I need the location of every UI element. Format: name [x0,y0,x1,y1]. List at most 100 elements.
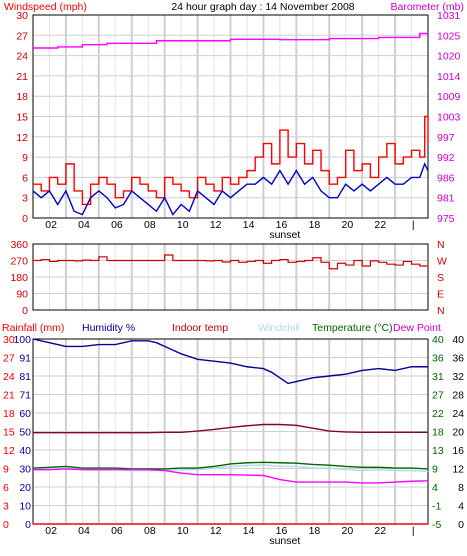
y-right-tick-label: 992 [437,152,455,164]
y-left-tick-label: 24 [16,51,28,63]
temp-tick-label-left: 31 [432,371,444,383]
y-left-tick-label: 6 [22,172,28,184]
y-right-tick-label: 975 [437,213,455,225]
x-tick-label: 04 [78,525,90,537]
temp-tick-label-left: 13 [432,445,444,457]
y-left-tick-label: 0 [22,213,28,225]
x-tick-label: 08 [144,219,156,231]
rain-tick-label: 3 [3,501,9,513]
temp-tick-label-left: 4 [432,482,438,494]
temp-tick-label-right: 16 [452,445,464,457]
x-tick-label: 22 [374,525,386,537]
temp-tick-label-right: 28 [452,390,464,402]
rain-tick-label: 18 [3,408,15,420]
barometer-line [33,32,428,49]
y-left-tick-label: 15 [16,112,28,124]
x-tick-label: | [412,525,415,537]
y-right-tick-label: N [437,239,445,251]
temp-tick-label-left: -5 [432,519,441,531]
humidity-tick-label: 81 [19,371,31,383]
wind-gust-line [32,162,429,216]
x-tick-label: 06 [111,219,123,231]
humidity-tick-label: 71 [19,390,31,402]
temp-tick-label-left: 18 [432,427,444,439]
y-left-tick-label: 27 [16,30,28,42]
humidity-tick-label: 20 [19,482,31,494]
y-right-tick-label: 997 [437,132,455,144]
y-right-tick-label: 1003 [437,112,461,124]
chart-title: 24 hour graph day : 14 November 2008 [171,1,354,13]
y-left-tick-label: 30 [16,10,28,22]
rain-tick-label: 6 [3,482,9,494]
y-left-tick-label: 270 [10,256,28,268]
y-left-tick-label: 3 [22,193,28,205]
y-left-tick-label: 0 [22,305,28,317]
legend-label: Temperature (°C) [312,322,393,334]
y-right-tick-label: 986 [437,172,455,184]
humidity-tick-label: 10 [19,501,31,513]
humidity-tick-label: 30 [19,464,31,476]
y-left-tick-label: 360 [10,239,28,251]
legend-label: Humidity % [82,322,135,334]
humidity-line [32,338,428,385]
x-tick-label: 16 [276,219,288,231]
y-left-tick-label: 18 [16,91,28,103]
x-tick-label: 20 [342,525,354,537]
plot-frame [32,243,429,311]
left-axis-title: Windspeed (mph) [4,1,87,13]
temp-tick-label-right: 20 [452,427,464,439]
x-tick-label: 12 [210,219,222,231]
indoor-temp-line [33,423,428,434]
humidity-tick-label: 60 [19,408,31,420]
y-right-tick-label: 1014 [437,71,461,83]
y-left-tick-label: 90 [16,289,28,301]
y-right-tick-label: S [437,272,444,284]
rain-tick-label: 21 [3,390,15,402]
humidity-tick-label: 100 [13,334,31,346]
humidity-tick-label: 40 [19,445,31,457]
legend-label: Indoor temp [172,322,228,334]
x-note-label: sunset [269,535,300,547]
temp-tick-label-right: 12 [452,464,464,476]
legend-label: Windchill [258,322,300,334]
y-right-tick-label: 1031 [437,10,461,22]
temp-tick-label-right: 8 [458,482,464,494]
x-tick-label: 10 [177,525,189,537]
windspeed-line [33,115,429,206]
temperature-c-line [32,461,429,470]
wind-direction-line [33,254,429,270]
y-right-tick-label: W [437,256,447,268]
humidity-tick-label: 0 [25,519,31,531]
rain-tick-label: 15 [3,427,15,439]
temp-tick-label-right: 36 [452,353,464,365]
humidity-tick-label: 91 [19,353,31,365]
temp-tick-label-left: 40 [432,334,444,346]
humidity-tick-label: 50 [19,427,31,439]
x-tick-label: 12 [210,525,222,537]
temp-tick-label-left: 27 [432,390,444,402]
y-left-tick-label: 21 [16,71,28,83]
x-tick-label: 04 [78,219,90,231]
temp-tick-label-right: 0 [458,519,464,531]
rain-tick-label: 12 [3,445,15,457]
x-tick-label: 02 [45,525,57,537]
x-tick-label: 16 [276,525,288,537]
rain-tick-label: 0 [3,519,9,531]
temp-tick-label-right: 24 [452,408,464,420]
legend-label: Rainfall (mm) [2,322,64,334]
temp-tick-label-right: 40 [452,334,464,346]
x-tick-label: 08 [144,525,156,537]
y-right-tick-label: N [437,305,445,317]
dew-point-line [33,468,429,484]
rain-tick-label: 30 [3,334,15,346]
x-tick-label: 20 [342,219,354,231]
y-left-tick-label: 12 [16,132,28,144]
x-tick-label: 14 [243,219,255,231]
x-note-label: sunset [269,229,300,241]
right-axis-title: Barometer (mb) [390,1,464,13]
temp-tick-label-right: 4 [458,501,464,513]
y-right-tick-label: E [437,289,444,301]
